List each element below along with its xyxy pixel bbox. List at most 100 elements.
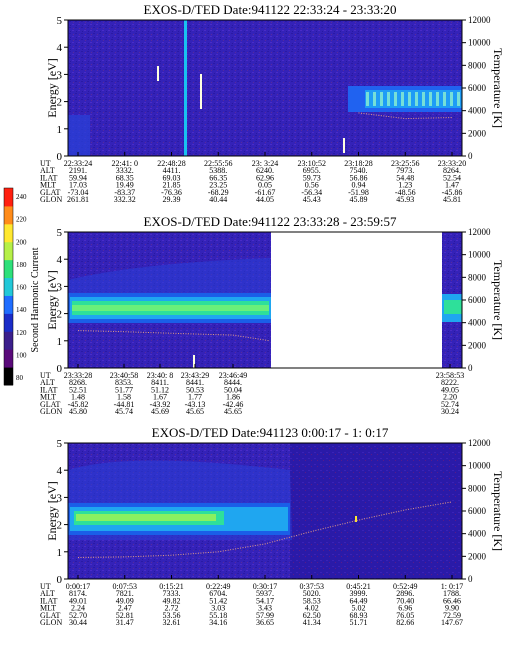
y-tick-label: 3 [57,69,63,81]
panel-3-background-right [290,443,462,579]
orbit-cell: 22:55:56 [204,159,232,168]
panel-3-title: EXOS-D/TED Date:941123 0:00:17 - 1: 0:17 [152,425,389,440]
orbit-cell: 23:43:29 [181,371,209,380]
panel-2-temperature-trace [77,330,271,342]
orbit-cell: 68.35 [116,173,134,182]
orbit-cell: 51.77 [115,385,133,394]
colorbar-swatch [4,223,13,243]
orbit-cell: 9.90 [445,604,459,613]
y2-tick-label: 2000 [468,340,487,350]
panel-2-plot-area [67,231,463,369]
orbit-cell: 45.93 [396,195,414,204]
panel-1-spike-b [200,74,202,109]
y-tick-label: 0 [57,574,63,586]
y-tick-label: 2 [57,520,63,532]
orbit-cell: 23:40:58 [110,371,138,380]
orbit-cell: -76.36 [161,188,182,197]
orbit-cell: 52.54 [443,173,461,182]
orbit-cell: 261.81 [67,195,89,204]
panel-1-low-energy-patch [68,115,90,156]
orbit-cell: 45.81 [443,195,461,204]
y2-tick-label: 8000 [468,60,487,70]
orbit-cell: 56.86 [350,173,368,182]
orbit-cell: -45.86 [442,188,463,197]
panel-2-spike [193,355,195,368]
orbit-cell: -48.56 [395,188,416,197]
y2-tick-label: 4000 [468,106,487,116]
orbit-cell: 5388. [209,166,227,175]
colorbar-swatch [4,277,13,296]
orbit-row-label: MLT [40,393,56,402]
orbit-cell: 22:41: 0 [112,159,138,168]
orbit-row-label: ALT [40,378,55,387]
orbit-cell: 66.46 [443,596,461,605]
orbit-cell: 30.44 [69,618,87,627]
y2-tick-label: 10000 [468,250,491,260]
orbit-cell: 23: 3:24 [252,159,278,168]
orbit-row-label: ILAT [40,385,57,394]
orbit-cell: 57.99 [256,611,274,620]
y2-tick-label: 6000 [468,506,487,516]
y-tick-label: 1 [57,336,63,348]
orbit-cell: 23:18:28 [344,159,372,168]
panel-1-band-stripes [366,92,460,106]
y2-tick-label: 12000 [468,15,491,25]
panel-3-y2label: Temperature [K] [491,471,505,551]
orbit-cell: 3.03 [211,604,225,613]
orbit-cell: -42.46 [223,400,244,409]
orbit-cell: 54.48 [396,173,414,182]
orbit-cell: 0:37:53 [300,582,324,591]
orbit-cell: -44.81 [114,400,135,409]
orbit-cell: 49.09 [116,596,134,605]
orbit-cell: 0:00:17 [66,582,90,591]
orbit-cell: -56.34 [301,188,322,197]
orbit-cell: 8174. [69,589,87,598]
band-stripe [387,92,390,106]
panel-3-ylabel: Energy [eV] [45,481,59,540]
y2-tick-label: 2000 [468,128,487,138]
panel-3-y2-axis: 0 2000 4000 6000 8000 10000 12000 [462,438,491,584]
colorbar-swatch [4,259,13,279]
orbit-row-label: GLON [40,195,62,204]
orbit-cell: 23:33:20 [438,159,466,168]
orbit-cell: -68.29 [208,188,229,197]
colorbar-swatch [4,349,13,368]
orbit-cell: -73.04 [68,188,89,197]
colorbar-tick-label: 160 [16,284,27,292]
orbit-cell: 59.73 [303,173,321,182]
y2-tick-label: 0 [468,151,473,161]
orbit-row-label: MLT [40,181,56,190]
orbit-row-label: ILAT [40,596,57,605]
y2-tick-label: 4000 [468,529,487,539]
orbit-cell: 41.34 [303,618,321,627]
orbit-cell: 8222. [441,378,459,387]
orbit-cell: 7973. [396,166,414,175]
orbit-cell: 3.43 [258,604,272,613]
band-stripe [429,92,432,106]
orbit-cell: 0:07:53 [113,582,137,591]
orbit-cell: 51.71 [350,618,368,627]
orbit-cell: 3332. [116,166,134,175]
y-tick-label: 1 [57,547,63,559]
band-stripe [401,92,404,106]
orbit-cell: 23:33:28 [64,371,92,380]
y-tick-label: 1 [57,124,63,136]
y2-tick-label: 12000 [468,227,491,237]
colorbar-tick-label: 140 [16,306,27,314]
orbit-cell: 8441. [186,378,204,387]
orbit-cell: 8353. [115,378,133,387]
orbit-cell: 6240. [256,166,274,175]
orbit-cell: 64.49 [350,596,368,605]
y2-tick-label: 6000 [468,295,487,305]
colorbar-swatch [4,313,13,332]
band-stripe [373,92,376,106]
band-stripe [394,92,397,106]
orbit-cell: 6.96 [398,604,412,613]
orbit-row-label: MLT [40,604,56,613]
band-stripe [380,92,383,106]
y-tick-label: 0 [57,151,63,163]
orbit-cell: 23:25:56 [391,159,419,168]
orbit-row-label: GLON [40,618,62,627]
orbit-cell: 45.80 [69,407,87,416]
